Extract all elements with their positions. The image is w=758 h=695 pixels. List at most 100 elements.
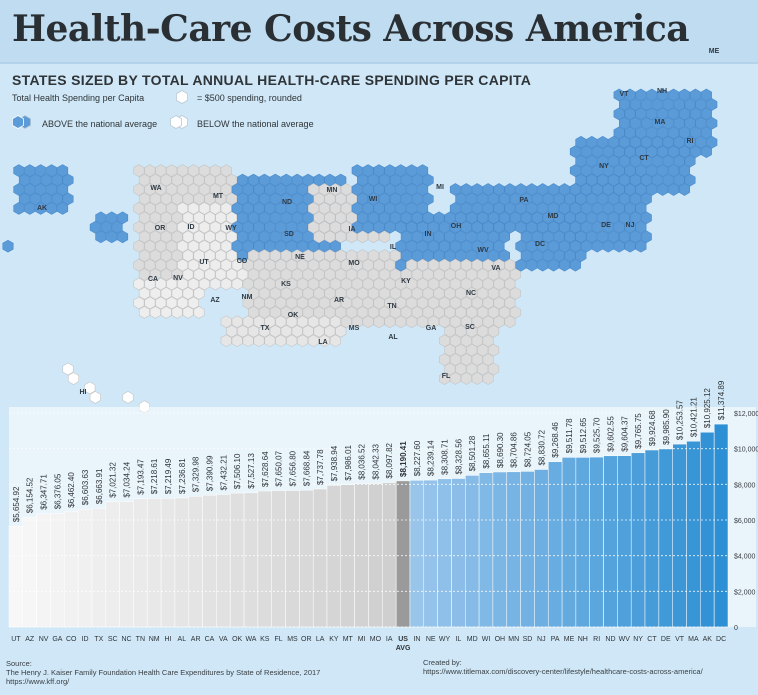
state-hex (417, 239, 429, 253)
state-hex (460, 202, 472, 215)
state-hex (558, 183, 571, 196)
state-hex (177, 296, 189, 310)
state-hex (482, 296, 494, 310)
state-hex (318, 315, 330, 329)
state-hex (149, 287, 161, 300)
state-hex (253, 202, 265, 215)
state-hex (395, 220, 407, 234)
value-label: $7,193.47 (136, 459, 145, 495)
state-hex (40, 173, 52, 187)
state-hex (640, 173, 652, 187)
state-hex (449, 202, 461, 215)
state-hex (515, 183, 527, 196)
state-hex (2, 239, 14, 253)
category-label: AL (178, 636, 187, 643)
state-hex (362, 164, 374, 177)
state-hex (253, 258, 265, 272)
state-hex (362, 258, 374, 272)
state-hex (433, 287, 445, 300)
state-hex (368, 306, 380, 319)
source-label: Source: (6, 659, 32, 668)
state-hex (171, 211, 183, 225)
state-hex (138, 306, 150, 319)
state-hex (253, 220, 265, 234)
state-hex (264, 296, 276, 310)
chart-subtitle: STATES SIZED BY TOTAL ANNUAL HEALTH-CARE… (12, 72, 532, 88)
state-hex (482, 183, 494, 196)
state-hex (531, 249, 543, 262)
legend-below-hex (169, 115, 183, 129)
state-hex (411, 306, 423, 319)
state-hex (509, 211, 521, 225)
value-label: $9,924.68 (648, 410, 657, 446)
state-hex (231, 315, 243, 329)
state-hex (40, 192, 52, 206)
state-hex (629, 98, 641, 111)
state-hex (226, 192, 238, 206)
bar-or (299, 489, 314, 628)
state-hex (646, 88, 658, 102)
state-hex (171, 287, 183, 300)
state-hex (455, 192, 467, 206)
state-hex (482, 202, 494, 215)
state-hex (177, 164, 189, 177)
state-hex (368, 268, 380, 281)
state-hex (291, 268, 303, 281)
state-hex (613, 107, 625, 121)
state-hex (269, 192, 281, 206)
value-labels: $5,654.92 $6,154.52 $6,347.71 $6,376.05 $6,4… (12, 380, 726, 522)
state-hex (351, 220, 363, 234)
state-hex (166, 258, 178, 272)
map-label-vt: VT (620, 91, 630, 98)
y-tick-label: $12,000 (734, 411, 758, 418)
bar-il (451, 478, 466, 628)
category-label: ID (82, 636, 89, 643)
state-hex (395, 315, 407, 329)
bars (8, 423, 729, 628)
state-hex (537, 202, 549, 215)
state-hex (275, 202, 287, 215)
bar-md (465, 475, 480, 628)
state-hex (138, 192, 150, 206)
state-hex (624, 107, 636, 121)
state-hex (477, 343, 489, 357)
state-hex (106, 211, 118, 225)
state-hex (57, 183, 69, 196)
state-hex (335, 211, 347, 225)
state-hex (504, 296, 516, 310)
state-hex (618, 154, 631, 168)
category-label: RI (593, 636, 600, 643)
state-hex (384, 258, 396, 272)
state-hex (668, 145, 680, 159)
state-hex (318, 202, 330, 215)
state-hex (253, 183, 265, 196)
state-hex (373, 258, 385, 272)
state-hex (493, 315, 505, 329)
state-hex (471, 315, 483, 329)
credit-url[interactable]: https://www.titlemax.com/discovery-cente… (423, 667, 703, 676)
state-hex (553, 211, 565, 225)
state-hex (586, 135, 598, 149)
state-hex (668, 183, 680, 196)
bar-pa (548, 461, 563, 628)
value-label: $8,501.28 (468, 435, 477, 471)
state-hex (428, 239, 440, 253)
state-hex (18, 173, 30, 187)
source-url[interactable]: https://www.kff.org/ (6, 677, 70, 686)
state-hex (466, 306, 478, 319)
state-hex (640, 192, 652, 206)
state-hex (286, 315, 298, 329)
state-hex (635, 107, 647, 121)
state-hex (29, 173, 41, 187)
state-hex (520, 192, 532, 206)
state-hex (504, 277, 516, 291)
map-label-ky: KY (401, 278, 411, 285)
state-hex (471, 220, 483, 234)
state-hex (297, 202, 309, 215)
state-hex (335, 268, 347, 281)
state-hex (618, 116, 631, 130)
state-hex (504, 202, 516, 215)
state-hex (449, 277, 461, 291)
legend-unit-label: = $500 spending, rounded (197, 93, 302, 103)
state-hex (297, 220, 309, 234)
